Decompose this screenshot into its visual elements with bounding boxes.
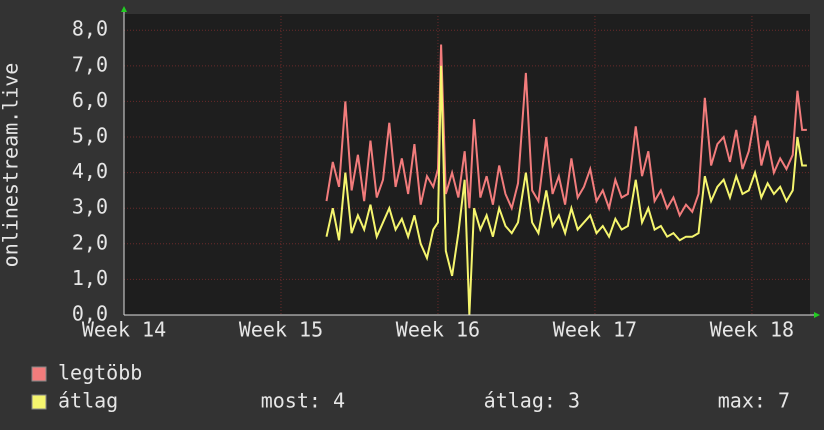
legend-swatch [31,366,47,382]
legend-label: legtöbb [58,361,142,385]
series-line [325,65,807,316]
y-tick-label: 3,0 [72,195,108,219]
y-tick-label: 2,0 [72,230,108,254]
axis-arrow [121,6,127,12]
legend: legtöbb átlag most: 4 átlag: 3 max: 7 [31,361,790,413]
x-tick-label: Week 16 [396,318,480,342]
y-tick-label: 0,0 [72,302,108,326]
legend-swatch [31,394,47,410]
x-tick-label: Week 17 [553,318,637,342]
y-tick-label: 7,0 [72,52,108,76]
y-tick-label: 1,0 [72,266,108,290]
x-tick-label: Week 15 [239,318,323,342]
y-tick-label: 4,0 [72,159,108,183]
y-tick-label: 5,0 [72,124,108,148]
x-tick-label: Week 14 [82,318,166,342]
stat-label: max: 7 [718,389,790,413]
x-tick-label: Week 18 [710,318,794,342]
y-axis-label: onlinestream.live [0,63,23,268]
legend-label: átlag [58,389,118,413]
marks [325,44,807,316]
y-tick-label: 8,0 [72,17,108,41]
axis-arrow [814,312,820,318]
stat-label: átlag: 3 [484,389,580,413]
stat-label: most: 4 [261,389,345,413]
series-line [325,44,807,218]
y-tick-label: 6,0 [72,88,108,112]
